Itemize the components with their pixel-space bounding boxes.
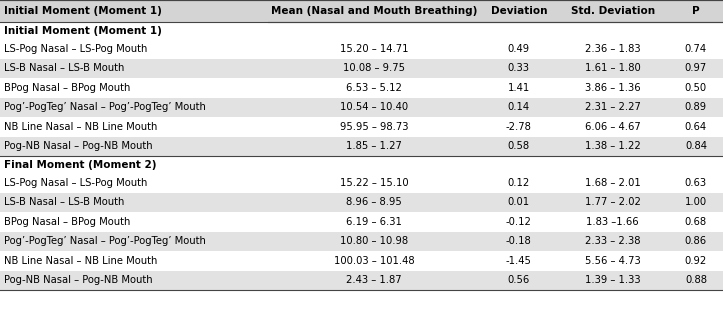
Text: LS-Pog Nasal – LS-Pog Mouth: LS-Pog Nasal – LS-Pog Mouth (4, 44, 147, 54)
Text: 10.80 – 10.98: 10.80 – 10.98 (340, 236, 408, 246)
Bar (0, 173, 723, 192)
Text: 1.61 – 1.80: 1.61 – 1.80 (585, 63, 641, 73)
Bar (0, 137, 723, 156)
Text: 0.84: 0.84 (685, 141, 707, 151)
Text: 0.68: 0.68 (685, 217, 707, 227)
Text: 15.20 – 14.71: 15.20 – 14.71 (340, 44, 408, 54)
Text: 3.86 – 1.36: 3.86 – 1.36 (585, 83, 641, 93)
Text: -2.78: -2.78 (506, 122, 531, 132)
Bar (0, 58, 723, 78)
Text: NB Line Nasal – NB Line Mouth: NB Line Nasal – NB Line Mouth (4, 122, 158, 132)
Text: Pog-NB Nasal – Pog-NB Mouth: Pog-NB Nasal – Pog-NB Mouth (4, 275, 153, 285)
Bar (0, 117, 723, 137)
Text: LS-B Nasal – LS-B Mouth: LS-B Nasal – LS-B Mouth (4, 197, 124, 207)
Text: 0.12: 0.12 (508, 178, 530, 188)
Text: 0.97: 0.97 (685, 63, 707, 73)
Bar (0, 232, 723, 251)
Bar (0, 156, 723, 173)
Text: 2.36 – 1.83: 2.36 – 1.83 (585, 44, 641, 54)
Bar (0, 98, 723, 117)
Bar (0, 22, 723, 39)
Text: 0.92: 0.92 (685, 256, 707, 266)
Text: Pog-NB Nasal – Pog-NB Mouth: Pog-NB Nasal – Pog-NB Mouth (4, 141, 153, 151)
Text: 1.68 – 2.01: 1.68 – 2.01 (585, 178, 641, 188)
Bar (0, 251, 723, 271)
Text: 0.64: 0.64 (685, 122, 707, 132)
Text: Mean (Nasal and Mouth Breathing): Mean (Nasal and Mouth Breathing) (271, 6, 477, 16)
Bar (0, 271, 723, 290)
Text: 1.77 – 2.02: 1.77 – 2.02 (585, 197, 641, 207)
Text: 1.39 – 1.33: 1.39 – 1.33 (585, 275, 641, 285)
Bar (0, 78, 723, 98)
Text: 6.53 – 5.12: 6.53 – 5.12 (346, 83, 402, 93)
Bar (0, 212, 723, 232)
Text: 6.19 – 6.31: 6.19 – 6.31 (346, 217, 402, 227)
Text: 5.56 – 4.73: 5.56 – 4.73 (585, 256, 641, 266)
Text: 10.54 – 10.40: 10.54 – 10.40 (340, 102, 408, 112)
Text: Std. Deviation: Std. Deviation (570, 6, 655, 16)
Text: 1.00: 1.00 (685, 197, 707, 207)
Text: Final Moment (Moment 2): Final Moment (Moment 2) (4, 160, 156, 169)
Text: 1.83 –1.66: 1.83 –1.66 (586, 217, 639, 227)
Text: 0.01: 0.01 (508, 197, 530, 207)
Text: BPog Nasal – BPog Mouth: BPog Nasal – BPog Mouth (4, 83, 130, 93)
Text: 2.43 – 1.87: 2.43 – 1.87 (346, 275, 402, 285)
Text: 6.06 – 4.67: 6.06 – 4.67 (585, 122, 641, 132)
Text: 0.88: 0.88 (685, 275, 707, 285)
Bar (0, 39, 723, 58)
Text: 0.63: 0.63 (685, 178, 707, 188)
Text: 1.41: 1.41 (508, 83, 530, 93)
Bar (0, 192, 723, 212)
Text: 2.31 – 2.27: 2.31 – 2.27 (585, 102, 641, 112)
Text: 1.85 – 1.27: 1.85 – 1.27 (346, 141, 402, 151)
Text: 100.03 – 101.48: 100.03 – 101.48 (334, 256, 414, 266)
Bar (0, 0, 723, 22)
Text: Deviation: Deviation (490, 6, 547, 16)
Text: Initial Moment (Moment 1): Initial Moment (Moment 1) (4, 6, 162, 16)
Text: 0.33: 0.33 (508, 63, 530, 73)
Text: 0.49: 0.49 (508, 44, 530, 54)
Text: 0.74: 0.74 (685, 44, 707, 54)
Text: 0.86: 0.86 (685, 236, 707, 246)
Text: Initial Moment (Moment 1): Initial Moment (Moment 1) (4, 26, 162, 35)
Text: 0.56: 0.56 (508, 275, 530, 285)
Text: 95.95 – 98.73: 95.95 – 98.73 (340, 122, 408, 132)
Text: NB Line Nasal – NB Line Mouth: NB Line Nasal – NB Line Mouth (4, 256, 158, 266)
Text: 0.50: 0.50 (685, 83, 707, 93)
Text: LS-B Nasal – LS-B Mouth: LS-B Nasal – LS-B Mouth (4, 63, 124, 73)
Text: 0.14: 0.14 (508, 102, 530, 112)
Text: -0.18: -0.18 (506, 236, 531, 246)
Text: Pog’-PogTeg’ Nasal – Pog’-PogTeg’ Mouth: Pog’-PogTeg’ Nasal – Pog’-PogTeg’ Mouth (4, 236, 206, 246)
Text: 15.22 – 15.10: 15.22 – 15.10 (340, 178, 408, 188)
Text: -1.45: -1.45 (506, 256, 531, 266)
Text: 8.96 – 8.95: 8.96 – 8.95 (346, 197, 402, 207)
Text: 0.58: 0.58 (508, 141, 530, 151)
Text: 0.89: 0.89 (685, 102, 707, 112)
Text: 1.38 – 1.22: 1.38 – 1.22 (585, 141, 641, 151)
Text: LS-Pog Nasal – LS-Pog Mouth: LS-Pog Nasal – LS-Pog Mouth (4, 178, 147, 188)
Text: P: P (692, 6, 700, 16)
Text: 10.08 – 9.75: 10.08 – 9.75 (343, 63, 405, 73)
Text: -0.12: -0.12 (506, 217, 531, 227)
Text: BPog Nasal – BPog Mouth: BPog Nasal – BPog Mouth (4, 217, 130, 227)
Text: Pog’-PogTeg’ Nasal – Pog’-PogTeg’ Mouth: Pog’-PogTeg’ Nasal – Pog’-PogTeg’ Mouth (4, 102, 206, 112)
Text: 2.33 – 2.38: 2.33 – 2.38 (585, 236, 641, 246)
